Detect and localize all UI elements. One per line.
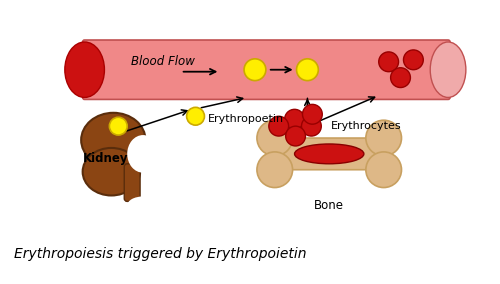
Circle shape	[366, 152, 402, 187]
Circle shape	[186, 107, 204, 125]
Circle shape	[110, 117, 127, 135]
Ellipse shape	[294, 144, 364, 164]
Text: Erythropoetin: Erythropoetin	[208, 114, 284, 124]
Ellipse shape	[81, 113, 146, 167]
Circle shape	[390, 68, 410, 87]
Circle shape	[378, 52, 398, 72]
Text: Bone: Bone	[314, 199, 344, 212]
Ellipse shape	[127, 197, 159, 214]
Ellipse shape	[127, 135, 159, 173]
Text: Erythropoiesis triggered by Erythropoietin: Erythropoiesis triggered by Erythropoiet…	[14, 247, 307, 261]
FancyBboxPatch shape	[124, 164, 140, 201]
FancyBboxPatch shape	[276, 138, 382, 170]
Circle shape	[366, 120, 402, 156]
Circle shape	[302, 105, 322, 124]
Text: Kidney: Kidney	[82, 152, 128, 165]
Circle shape	[284, 109, 304, 129]
Circle shape	[296, 59, 318, 81]
Circle shape	[404, 50, 423, 70]
Ellipse shape	[82, 148, 140, 195]
Circle shape	[244, 59, 266, 81]
Ellipse shape	[430, 42, 466, 97]
Circle shape	[257, 120, 292, 156]
Circle shape	[257, 152, 292, 187]
Circle shape	[302, 116, 322, 136]
Circle shape	[286, 126, 306, 146]
Text: Blood Flow: Blood Flow	[131, 55, 195, 68]
Ellipse shape	[65, 42, 104, 97]
FancyBboxPatch shape	[82, 40, 450, 99]
Text: Erythrocytes: Erythrocytes	[331, 121, 402, 131]
Circle shape	[269, 116, 288, 136]
